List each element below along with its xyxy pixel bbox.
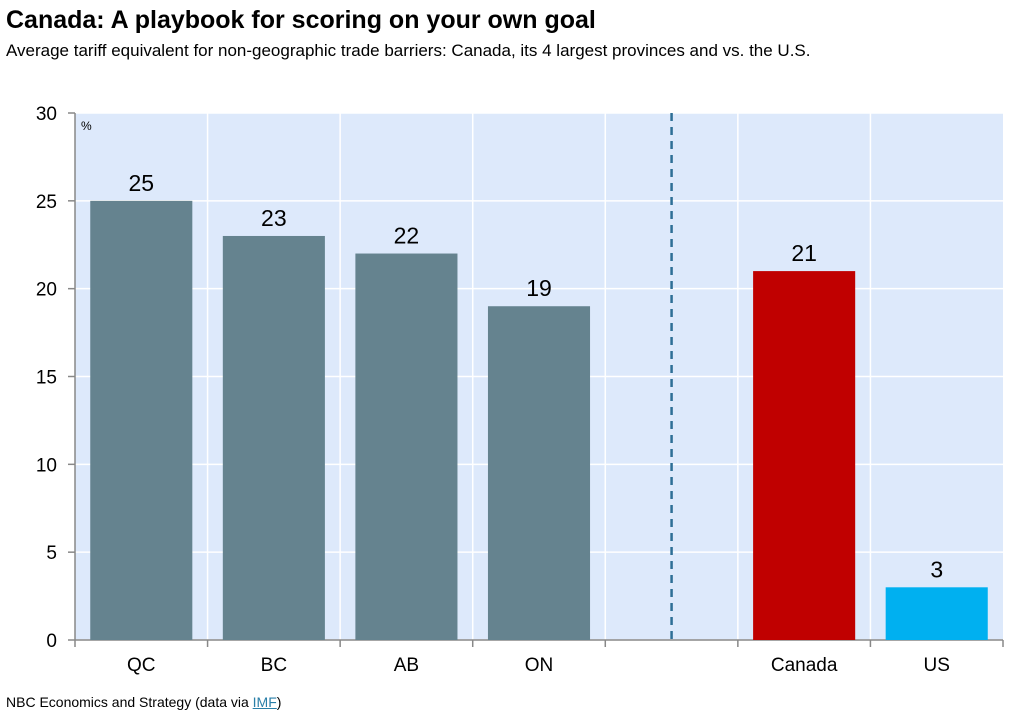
y-tick-label: 30 [36,104,57,125]
x-tick-label: AB [394,655,419,676]
y-tick-label: 15 [36,368,57,389]
data-label: 22 [394,223,420,249]
source-text: NBC Economics and Strategy (data via [6,694,253,710]
y-tick-label: 10 [36,455,57,476]
data-label: 21 [791,240,817,266]
bar-on [487,306,591,640]
bar-us [885,587,988,640]
bar-ab [355,253,458,641]
bar-qc [90,200,193,641]
x-tick-label: ON [525,655,554,676]
y-tick-label: 0 [46,631,57,652]
y-tick-label: 20 [36,280,57,301]
source-close: ) [276,694,282,710]
y-axis-unit: % [81,119,92,133]
bar-bc [222,235,325,640]
x-tick-label: US [924,655,950,676]
y-tick-label: 5 [46,543,57,564]
y-tick-label: 25 [36,192,57,213]
data-label: 25 [128,170,154,196]
bar-canada [753,271,856,640]
imf-link[interactable]: IMF [252,694,277,710]
chart-subtitle: Average tariff equivalent for non-geogra… [6,41,811,60]
chart-title: Canada: A playbook for scoring on your o… [6,6,596,34]
data-label: 19 [526,275,552,301]
x-tick-label: QC [127,655,156,676]
x-tick-label: Canada [771,655,838,676]
data-label: 3 [930,556,943,582]
source-note: NBC Economics and Strategy (data via IMF… [6,694,281,710]
data-label: 23 [261,205,287,231]
x-tick-label: BC [261,655,287,676]
